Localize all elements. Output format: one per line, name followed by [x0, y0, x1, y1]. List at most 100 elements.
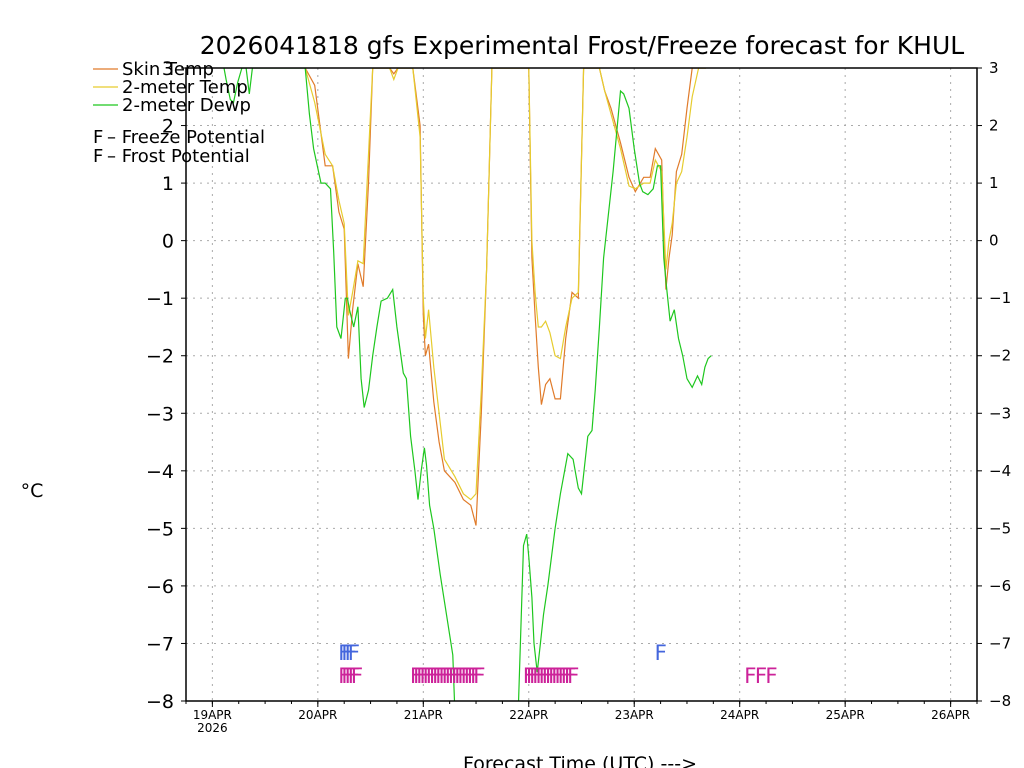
frost-marker: F — [338, 641, 351, 665]
x-tick-label: 22APR — [509, 708, 548, 722]
potential-symbol: F — [93, 146, 103, 167]
y-tick-label: −8 — [146, 691, 174, 713]
legend-label: 2-meter Temp — [122, 77, 248, 98]
freeze-marker: F — [744, 664, 757, 688]
freeze-marker: F — [347, 664, 360, 688]
freeze-marker: F — [470, 664, 483, 688]
freeze-marker: F — [754, 664, 767, 688]
x-tick-label: 23APR — [615, 708, 654, 722]
freeze-marker: F — [532, 664, 545, 688]
freeze-marker: F — [548, 664, 561, 688]
y-tick-label: −6 — [146, 576, 174, 598]
potential-label: – Frost Potential — [107, 146, 250, 167]
y-tick-label-right: −8 — [989, 692, 1011, 710]
x-tick-label: 20APR — [298, 708, 337, 722]
y-axis-label: °C — [21, 480, 44, 502]
y-tick-label: 0 — [162, 231, 174, 253]
freeze-marker: F — [351, 664, 364, 688]
y-axis: −8 −8 −7 −7 −6 −6 −5 −5 −4 −4 −3 −3 −2 −2 −1 −1 0 0 1 1 2 2 3 3 — [146, 58, 1011, 713]
freeze-marker: F — [416, 664, 429, 688]
freeze-marker: F — [545, 664, 558, 688]
x-tick-label: 25APR — [826, 708, 865, 722]
freeze-marker: F — [560, 664, 573, 688]
freeze-marker: F — [460, 664, 473, 688]
y-tick-label-right: 2 — [989, 117, 999, 135]
freeze-marker: F — [538, 664, 551, 688]
freeze-marker: F — [541, 664, 554, 688]
y-tick-label: 2 — [162, 116, 174, 138]
y-tick-label: −7 — [146, 633, 174, 655]
freeze-marker: F — [419, 664, 432, 688]
y-tick-label: 1 — [162, 173, 174, 195]
y-tick-label: 3 — [162, 58, 174, 80]
x-tick-label: 21APR — [404, 708, 443, 722]
y-tick-label-right: 3 — [989, 59, 999, 77]
series-skin-temp — [304, 68, 706, 526]
freeze-marker: F — [564, 664, 577, 688]
freeze-marker: F — [454, 664, 467, 688]
x-axis-label: Forecast Time (UTC) ---> — [463, 753, 697, 768]
chart-title: 2026041818 gfs Experimental Frost/Freeze… — [200, 31, 965, 60]
series-group — [223, 68, 712, 701]
freeze-marker: F — [467, 664, 480, 688]
legend-label: 2-meter Dewp — [122, 95, 251, 116]
series-2-meter-dewp — [223, 68, 712, 701]
y-tick-label-right: −5 — [989, 519, 1011, 537]
x-tick-label: 19APR — [193, 708, 232, 722]
freeze-marker: F — [765, 664, 778, 688]
grid-lines — [186, 68, 977, 701]
freeze-marker: F — [413, 664, 426, 688]
freeze-marker: F — [425, 664, 438, 688]
freeze-marker: F — [526, 664, 539, 688]
y-tick-label: −2 — [146, 346, 174, 368]
x-tick-label: 26APR — [931, 708, 970, 722]
x-tick-sublabel: 2026 — [197, 721, 228, 735]
y-tick-label-right: −3 — [989, 404, 1011, 422]
y-tick-label: −4 — [146, 461, 174, 483]
y-tick-label-right: −7 — [989, 634, 1011, 652]
x-tick-label: 24APR — [720, 708, 759, 722]
freeze-marker: F — [448, 664, 461, 688]
y-tick-label-right: −2 — [989, 347, 1011, 365]
freeze-marker: F — [551, 664, 564, 688]
freeze-marker: F — [457, 664, 470, 688]
y-tick-label-right: −4 — [989, 462, 1011, 480]
y-tick-label-right: −1 — [989, 289, 1011, 307]
freeze-marker: F — [441, 664, 454, 688]
freeze-marker: F — [535, 664, 548, 688]
potential-symbol: F — [93, 127, 103, 148]
legend-label: Skin Temp — [122, 59, 214, 80]
y-tick-label: −5 — [146, 518, 174, 540]
freeze-marker: F — [341, 664, 354, 688]
freeze-marker: F — [567, 664, 580, 688]
freeze-marker: F — [554, 664, 567, 688]
freeze-marker: F — [438, 664, 451, 688]
freeze-marker: F — [463, 664, 476, 688]
freeze-marker: F — [529, 664, 542, 688]
y-tick-label-right: 0 — [989, 232, 999, 250]
freeze-marker: F — [473, 664, 486, 688]
freeze-marker: F — [344, 664, 357, 688]
freeze-marker: F — [451, 664, 464, 688]
frost-marker: F — [344, 641, 357, 665]
frost-marker: F — [654, 641, 667, 665]
freeze-marker: F — [410, 664, 423, 688]
y-tick-label: −1 — [146, 288, 174, 310]
freeze-marker: F — [338, 664, 351, 688]
y-tick-label-right: −6 — [989, 577, 1011, 595]
freeze-marker: F — [429, 664, 442, 688]
frost-marker: F — [341, 641, 354, 665]
frost-marker: F — [347, 641, 360, 665]
freeze-marker: F — [422, 664, 435, 688]
y-tick-label: −3 — [146, 403, 174, 425]
series-2-meter-temp — [304, 68, 706, 501]
freeze-marker: F — [444, 664, 457, 688]
freeze-marker: F — [557, 664, 570, 688]
freeze-marker: F — [435, 664, 448, 688]
potential-label: – Freeze Potential — [107, 127, 265, 148]
y-tick-label-right: 1 — [989, 174, 999, 192]
